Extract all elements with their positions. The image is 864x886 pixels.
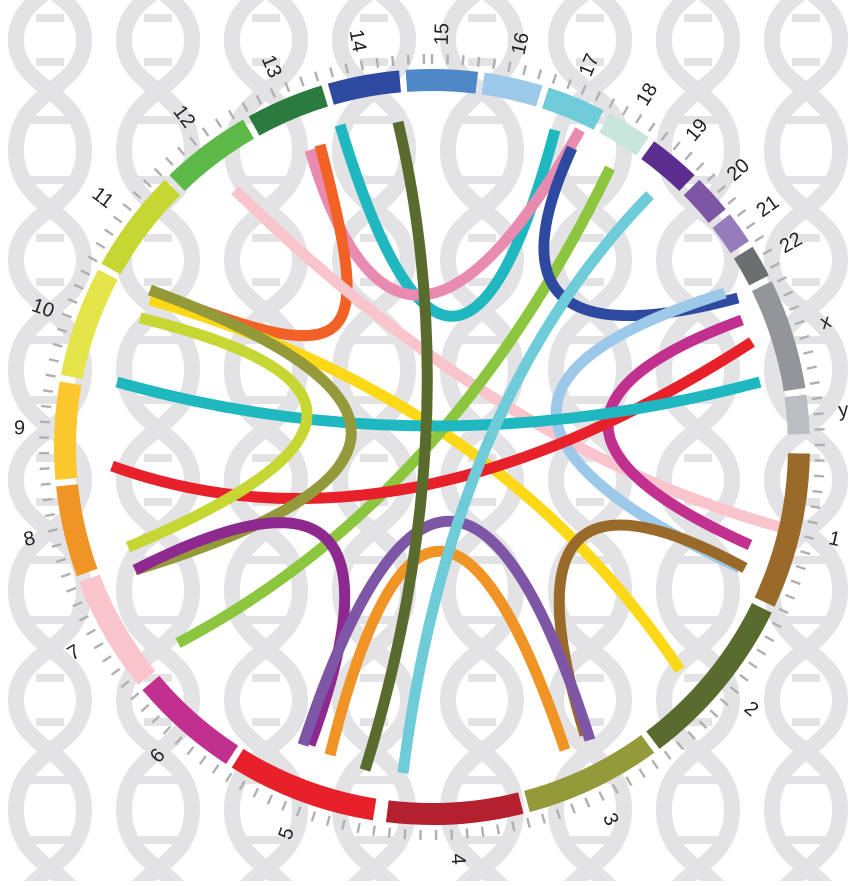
tick	[41, 484, 51, 485]
chromosome-label: y	[837, 399, 849, 422]
tick	[482, 827, 483, 837]
tick	[463, 55, 464, 65]
tick	[451, 830, 452, 840]
chromosome-label: 15	[431, 23, 454, 46]
chromosome-label: 9	[13, 417, 25, 439]
chromosome-label: 16	[508, 30, 534, 56]
tick	[478, 57, 479, 67]
tick	[812, 398, 822, 399]
tick	[405, 829, 406, 839]
chromosome-label: 4	[447, 853, 470, 865]
tick	[810, 382, 820, 384]
tick	[814, 413, 824, 414]
tick	[43, 390, 53, 391]
tick	[408, 55, 409, 65]
tick	[40, 468, 50, 469]
chromosome-segment	[406, 69, 478, 94]
tick	[43, 499, 53, 500]
tick	[373, 826, 374, 836]
chromosome-segment	[785, 394, 810, 434]
tick	[41, 406, 51, 407]
tick	[497, 824, 499, 834]
chromosome-label: 14	[345, 28, 371, 54]
tick	[467, 828, 468, 838]
tick	[812, 491, 822, 492]
tick	[810, 506, 820, 508]
tick	[40, 422, 50, 423]
tick	[377, 58, 378, 68]
tick	[389, 828, 390, 838]
circos-diagram: 12345678910111213141516171819202122xy	[0, 0, 864, 881]
tick	[493, 59, 495, 69]
tick	[814, 476, 824, 477]
tick	[392, 56, 393, 66]
page: 12345678910111213141516171819202122xy ((…	[0, 0, 864, 881]
